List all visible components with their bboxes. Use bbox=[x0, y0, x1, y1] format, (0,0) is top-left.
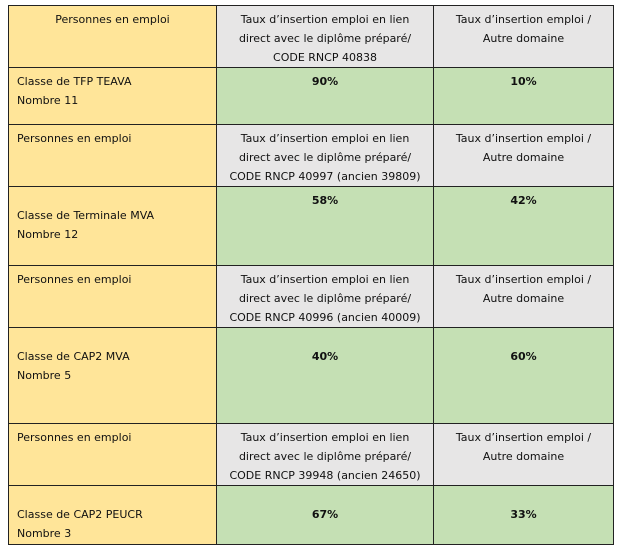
data-row: Classe de CAP2 MVA Nombre 5 40% 60% bbox=[8, 327, 614, 424]
header-other: Taux d’insertion emploi / Autre domaine bbox=[433, 265, 614, 328]
header-direct: Taux d’insertion emploi en lien direct av… bbox=[216, 124, 434, 187]
direct-rate: 58% bbox=[216, 186, 434, 266]
header-row: Personnes en emploi Taux d’insertion emp… bbox=[8, 265, 614, 328]
direct-rate: 40% bbox=[216, 327, 434, 424]
other-rate: 42% bbox=[433, 186, 614, 266]
header-direct: Taux d’insertion emploi en lien direct av… bbox=[216, 5, 434, 68]
header-label: Personnes en emploi bbox=[8, 124, 217, 187]
direct-rate: 90% bbox=[216, 67, 434, 125]
header-row: Personnes en emploi Taux d’insertion emp… bbox=[8, 5, 614, 68]
header-row: Personnes en emploi Taux d’insertion emp… bbox=[8, 423, 614, 486]
class-cell: Classe de CAP2 PEUCR Nombre 3 bbox=[8, 485, 217, 545]
header-other: Taux d’insertion emploi / Autre domaine bbox=[433, 124, 614, 187]
data-row: Classe de CAP2 PEUCR Nombre 3 67% 33% bbox=[8, 485, 614, 545]
direct-rate: 67% bbox=[216, 485, 434, 545]
header-label: Personnes en emploi bbox=[8, 5, 217, 68]
header-label: Personnes en emploi bbox=[8, 423, 217, 486]
class-cell: Classe de Terminale MVA Nombre 12 bbox=[8, 186, 217, 266]
class-cell: Classe de TFP TEAVA Nombre 11 bbox=[8, 67, 217, 125]
header-row: Personnes en emploi Taux d’insertion emp… bbox=[8, 124, 614, 187]
other-rate: 33% bbox=[433, 485, 614, 545]
other-rate: 10% bbox=[433, 67, 614, 125]
other-rate: 60% bbox=[433, 327, 614, 424]
insertion-table: Personnes en emploi Taux d’insertion emp… bbox=[8, 5, 614, 545]
data-row: Classe de TFP TEAVA Nombre 11 90% 10% bbox=[8, 67, 614, 125]
header-other: Taux d’insertion emploi / Autre domaine bbox=[433, 5, 614, 68]
class-cell: Classe de CAP2 MVA Nombre 5 bbox=[8, 327, 217, 424]
header-label: Personnes en emploi bbox=[8, 265, 217, 328]
header-other: Taux d’insertion emploi / Autre domaine bbox=[433, 423, 614, 486]
data-row: Classe de Terminale MVA Nombre 12 58% 42% bbox=[8, 186, 614, 266]
header-direct: Taux d’insertion emploi en lien direct av… bbox=[216, 265, 434, 328]
header-direct: Taux d’insertion emploi en lien direct av… bbox=[216, 423, 434, 486]
